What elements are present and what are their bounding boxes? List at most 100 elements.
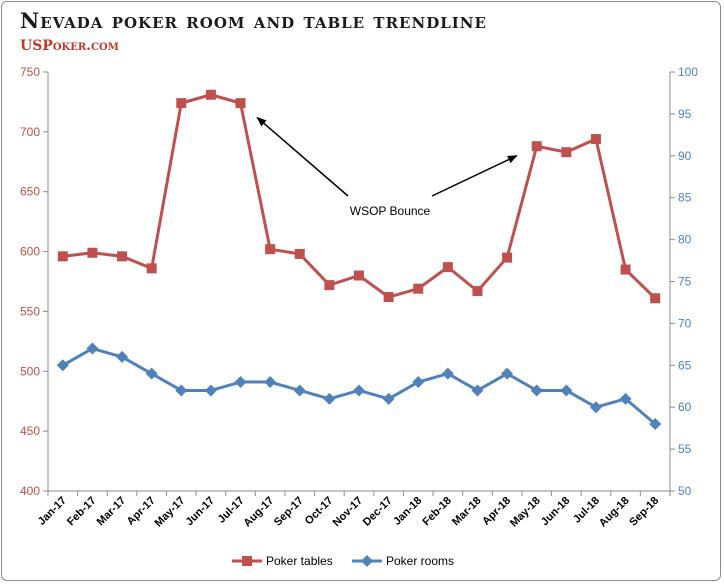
data-point-poker-rooms (175, 384, 188, 397)
chart-title: Nevada poker room and table trendline (20, 8, 487, 33)
x-tick-label: Jan-18 (391, 495, 424, 528)
data-point-poker-rooms (56, 359, 69, 372)
y-right-tick-label: 60 (678, 400, 692, 414)
x-tick-label: Mar-18 (450, 495, 484, 529)
y-right-tick-label: 90 (678, 149, 692, 163)
data-point-poker-tables (265, 244, 276, 255)
series-layer (56, 89, 662, 430)
data-point-poker-rooms (264, 376, 277, 389)
data-point-poker-rooms (619, 392, 632, 405)
x-tick-label: Jun-18 (539, 495, 573, 529)
series-poker-tables (57, 89, 661, 304)
data-point-poker-rooms (649, 417, 662, 430)
y-left-tick-label: 600 (20, 245, 40, 259)
x-tick-label: Oct-17 (303, 495, 336, 528)
y-left-tick-label: 750 (20, 65, 40, 79)
x-tick-label: Jun-17 (183, 495, 217, 529)
y-right-tick-label: 100 (678, 65, 698, 79)
legend-item-poker-rooms: Poker rooms (352, 554, 454, 568)
y-left-tick-label: 550 (20, 304, 40, 318)
y-left-tick-label: 700 (20, 125, 40, 139)
data-point-poker-rooms (86, 342, 99, 355)
data-point-poker-tables (502, 252, 513, 263)
x-tick-labels: Jan-17Feb-17Mar-17Apr-17May-17Jun-17Jul-… (36, 495, 662, 530)
data-point-poker-tables (146, 263, 157, 274)
data-point-poker-rooms (560, 384, 573, 397)
annotation-label: WSOP Bounce (350, 204, 431, 218)
data-point-poker-tables (561, 147, 572, 158)
data-point-poker-tables (442, 262, 453, 273)
y-right-tick-label: 80 (678, 233, 692, 247)
annotation-group: WSOP Bounce (256, 116, 518, 218)
data-point-poker-rooms (323, 392, 336, 405)
data-point-poker-tables (324, 280, 335, 291)
x-tick-label: Aug-17 (241, 495, 276, 530)
legend: Poker tables Poker rooms (232, 554, 454, 568)
y-right-tick-label: 65 (678, 358, 692, 372)
x-tick-label: Aug-18 (597, 495, 632, 530)
legend-marker-diamond (361, 555, 373, 567)
data-point-poker-rooms (293, 384, 306, 397)
x-tick-label: Nov-17 (331, 495, 365, 529)
data-point-poker-rooms (145, 367, 158, 380)
legend-item-poker-tables: Poker tables (232, 554, 333, 568)
data-point-poker-tables (383, 292, 394, 303)
x-tick-label: Jan-17 (36, 495, 69, 528)
legend-marker-square (242, 556, 252, 566)
y-right-tick-label: 50 (678, 484, 692, 498)
data-point-poker-tables (354, 270, 364, 281)
y-right-tick-label: 95 (678, 107, 692, 121)
data-point-poker-rooms (382, 392, 395, 405)
axes-group: 400 450 500 550 600 650 700 750 50 55 60 65 70 75 80 85… (20, 65, 698, 498)
data-point-poker-rooms (501, 367, 514, 380)
y-left-tick-label: 400 (20, 484, 40, 498)
data-point-poker-tables (590, 134, 601, 145)
legend-label-poker-tables: Poker tables (266, 554, 333, 568)
data-point-poker-tables (650, 293, 661, 304)
series-poker-rooms (56, 342, 662, 430)
data-point-poker-tables (413, 283, 424, 294)
data-point-poker-tables (294, 248, 305, 259)
data-point-poker-rooms (471, 384, 484, 397)
y-right-tick-label: 55 (678, 442, 692, 456)
annotation-arrow (431, 154, 518, 197)
data-point-poker-rooms (441, 367, 454, 380)
data-point-poker-tables (620, 264, 631, 275)
legend-label-poker-rooms: Poker rooms (386, 554, 454, 568)
y-left-tick-label: 650 (20, 185, 40, 199)
y-left-tick-label: 450 (20, 424, 40, 438)
brand-logo-text: USPoker.com (20, 38, 119, 54)
x-tick-label: Apr-18 (480, 495, 513, 528)
x-tick-label: Sep-17 (272, 495, 306, 529)
data-point-poker-tables (205, 89, 216, 100)
data-point-poker-rooms (204, 384, 217, 397)
x-tick-label: Feb-17 (65, 495, 99, 529)
data-point-poker-rooms (116, 350, 129, 363)
data-point-poker-tables (87, 247, 98, 258)
data-point-poker-rooms (589, 401, 602, 414)
data-point-poker-rooms (353, 384, 365, 397)
x-tick-label: Mar-17 (95, 495, 129, 529)
x-tick-label: May-18 (508, 495, 543, 530)
x-tick-label: Apr-17 (125, 495, 158, 528)
y-right-tick-label: 70 (678, 316, 692, 330)
y-left-tick-label: 500 (20, 364, 40, 378)
x-tick-label: May-17 (153, 495, 188, 530)
y-right-tick-label: 85 (678, 191, 692, 205)
data-point-poker-tables (117, 251, 128, 262)
data-point-poker-rooms (234, 376, 247, 389)
data-point-poker-rooms (412, 376, 425, 389)
data-point-poker-tables (57, 251, 68, 262)
data-point-poker-tables (176, 98, 187, 109)
data-point-poker-tables (472, 286, 483, 297)
data-point-poker-tables (235, 98, 246, 109)
data-point-poker-rooms (530, 384, 543, 397)
y-right-tick-label: 75 (678, 275, 692, 289)
data-point-poker-tables (531, 141, 542, 152)
x-tick-label: Dec-17 (361, 495, 395, 529)
annotation-arrow (256, 116, 349, 197)
x-tick-label: Sep-18 (627, 495, 661, 529)
x-tick-label: Feb-18 (420, 495, 454, 529)
